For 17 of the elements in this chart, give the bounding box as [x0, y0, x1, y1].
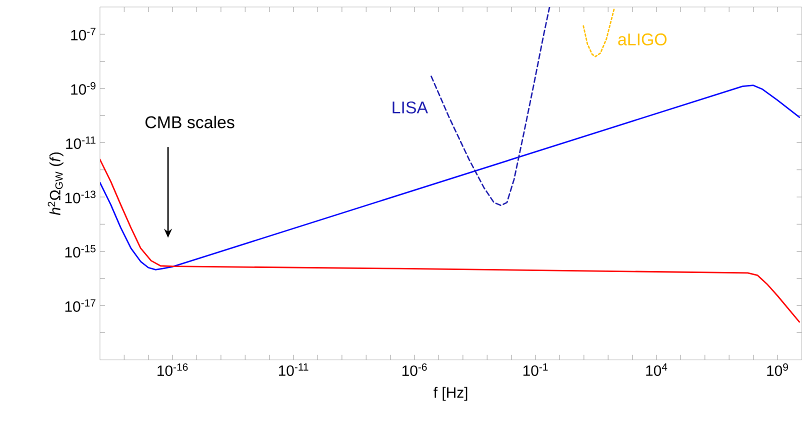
y-tick-label: 10$^{-7}$: [71, 28, 96, 40]
x-tick-label: 10$^{-16}$: [158, 363, 188, 376]
y-tick-label: 10$^{-15}$: [65, 245, 96, 258]
x-tick-label: 10$^{9}$: [767, 363, 788, 376]
series-label: LISA: [392, 102, 428, 114]
y-tick-label: 10$^{-11}$: [66, 136, 96, 150]
y-tick-label: 10$^{-9}$: [71, 82, 96, 95]
annotation: CMB scales: [145, 116, 234, 128]
x-tick-label: 10$^{-6}$: [402, 363, 427, 376]
series-label: aLIGO: [618, 34, 667, 46]
y-tick-label: 10$^{-17}$: [65, 299, 96, 312]
x-tick-label: 10$^{-11}$: [278, 363, 308, 376]
x-tick-label: 10$^{4}$: [646, 363, 668, 376]
y-axis-title: h$^{2}$Ω$_{GW}$ (f): [48, 152, 64, 216]
y-tick-label: 10$^{-13}$: [65, 190, 96, 204]
x-tick-label: 10$^{-1}$: [523, 363, 548, 376]
x-axis-title: f [Hz]: [434, 386, 468, 401]
